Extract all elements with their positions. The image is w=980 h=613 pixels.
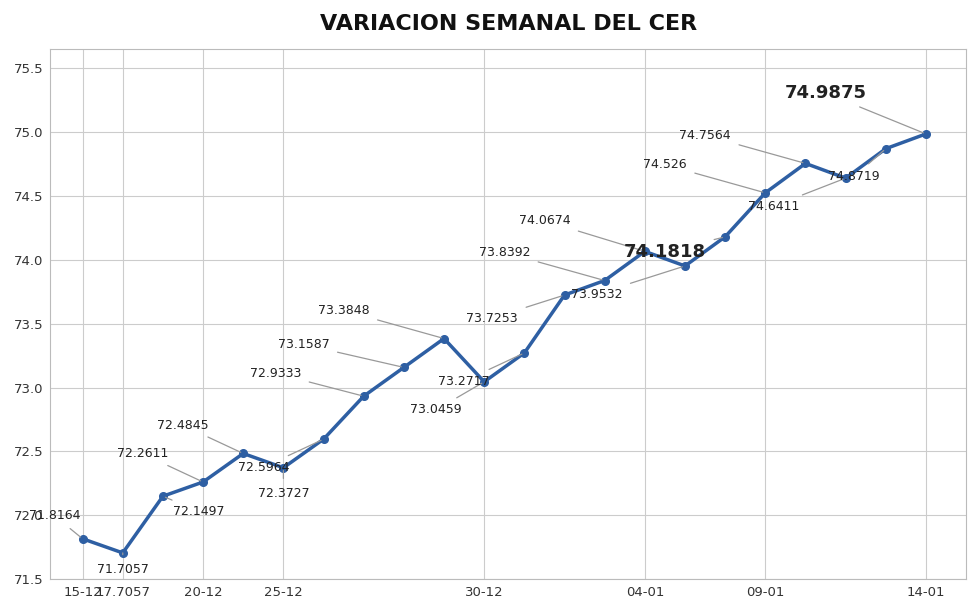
Text: 74.1818: 74.1818 — [624, 237, 722, 261]
Text: 73.2717: 73.2717 — [438, 354, 521, 387]
Text: 74.8719: 74.8719 — [828, 151, 884, 183]
Text: 73.0459: 73.0459 — [411, 383, 482, 416]
Text: 73.8392: 73.8392 — [478, 246, 602, 280]
Text: 74.6411: 74.6411 — [748, 179, 843, 213]
Text: 72.3727: 72.3727 — [258, 471, 310, 500]
Text: 74.0674: 74.0674 — [518, 215, 642, 251]
Text: 72.5964: 72.5964 — [237, 440, 321, 474]
Text: 73.3848: 73.3848 — [318, 304, 441, 338]
Text: 74.526: 74.526 — [643, 158, 762, 192]
Text: 72.1497: 72.1497 — [166, 497, 224, 518]
Text: 73.9532: 73.9532 — [571, 267, 682, 300]
Text: 72.4845: 72.4845 — [157, 419, 241, 452]
Text: 72.9333: 72.9333 — [250, 367, 361, 395]
Text: 71.8164: 71.8164 — [28, 509, 80, 537]
Title: VARIACION SEMANAL DEL CER: VARIACION SEMANAL DEL CER — [319, 14, 697, 34]
Text: 73.7253: 73.7253 — [466, 296, 562, 324]
Text: 73.1587: 73.1587 — [277, 338, 401, 367]
Text: 72.2611: 72.2611 — [118, 447, 201, 481]
Text: 71.7057: 71.7057 — [97, 553, 149, 576]
Text: 74.7564: 74.7564 — [679, 129, 803, 162]
Text: 74.9875: 74.9875 — [785, 84, 923, 133]
